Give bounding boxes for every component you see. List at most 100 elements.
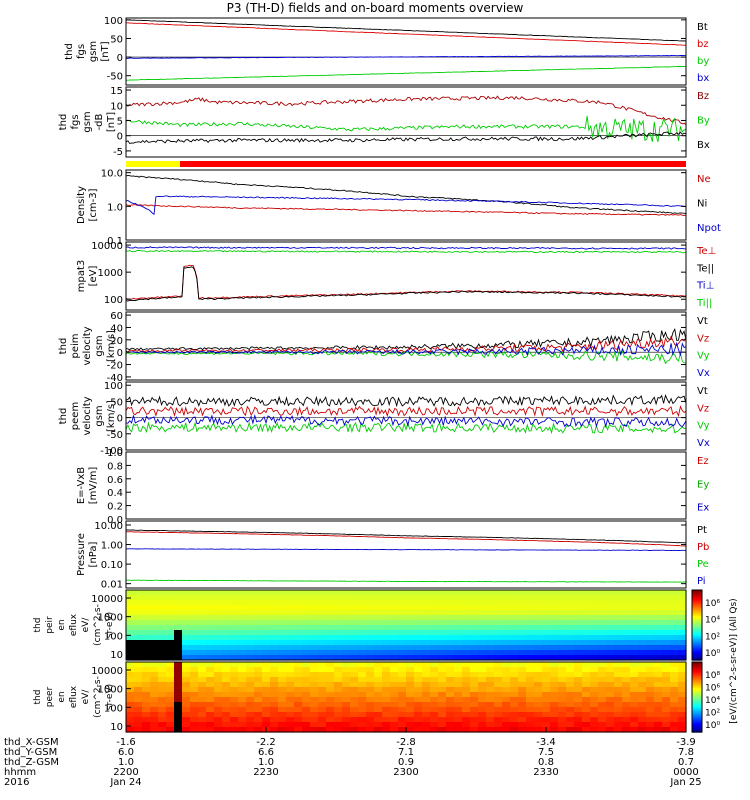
y-tick-label: 60 [110,311,123,322]
colorbar-tick: 10² [705,632,720,642]
colorbar-tick: 10⁰ [705,721,720,731]
panel-fgs_gsm: 100 50 0 -50 thd fgs gsm [nT] Bt bz by bx [64,16,709,86]
spectrogram-peer: 10000 1000 100 10 thd peer en eflux eV/(cm^2-s-s… [33,661,687,733]
colorbar-label: [eV/(cm^2-s-sr-eV)] (All Qs) [729,598,739,723]
x-tick-label: 0000 [673,767,698,778]
y-axis-label: Pressure [76,533,87,576]
y-axis-label: gsm [94,335,105,356]
y-axis-label: gsm [82,111,93,132]
legend-2: Ex [697,503,709,514]
panel-frame [125,451,687,520]
y-axis-label: eV/ [81,617,91,633]
y-axis-label: [nT] [100,41,111,61]
x-tick-label: 7.5 [538,747,554,758]
y-axis-label: thd [58,338,69,355]
panel-frame [125,520,687,589]
series-Bt [125,19,687,42]
y-axis-label: peer [45,686,55,707]
y-axis-label: -dB [94,113,105,130]
y-tick-label: 50 [110,34,123,45]
series-Ti⊥ [125,246,687,250]
panel-frame [125,589,687,661]
mode-bar-fast [180,161,686,167]
series-By [125,115,687,142]
y-tick-label: 10000 [91,594,123,605]
y-axis-label: velocity [82,396,93,435]
legend-1: Vz [697,333,709,344]
x-tick-label: 7.8 [678,747,694,758]
y-tick-label: 0.6 [107,475,123,486]
legend-0: Ne [697,174,711,185]
y-axis-label: thd [33,618,43,633]
y-tick-label: 0.0 [107,515,123,526]
panel-frame [125,86,687,158]
legend-1: Ey [697,479,709,490]
legend-3: Vx [697,438,710,449]
series-Pi [125,548,687,552]
legend-2: Npot [697,223,721,234]
y-tick-label: 20 [110,336,123,347]
y-axis-label: en [57,619,67,630]
colorbar-tick: 10⁸ [705,671,720,681]
x-tick-label: 1.0 [258,757,274,768]
y-tick-label: 0 [117,414,123,425]
y-tick-label: 0 [117,132,123,143]
y-axis-label: Density [76,186,87,224]
series-Bz [125,95,687,126]
x-tick-label: 7.1 [398,747,414,758]
colorbar-tick: 10⁴ [705,696,720,706]
colorbar-2: 10⁸ 10⁶ 10⁴ 10² 10⁰ [691,661,720,733]
y-axis-label: [eV] [88,266,99,287]
panel-efield: 1.0 0.8 0.6 0.4 0.2 0.0 E=-VxB [mV/m] Ez Ey Ex [76,448,709,526]
y-axis-label: en [57,691,67,702]
y-tick-label: 1.0 [107,202,123,213]
series-Te|| [125,266,687,302]
y-axis-label: peem [70,402,81,430]
x-tick-label: 0.8 [538,757,554,768]
y-tick-label: 0.8 [107,461,123,472]
y-tick-label: 0 [117,348,123,359]
y-tick-label: 1.0 [107,448,123,459]
y-tick-label: 0.01 [101,580,123,591]
y-tick-label: 10 [110,101,123,112]
legend-0: Ez [697,456,709,467]
y-tick-label: 1000 [98,613,123,624]
series-Te⊥ [125,264,687,300]
y-tick-label: 0.2 [107,502,123,513]
y-axis-label: [km/s] [106,330,117,362]
x-tick-label: Jan 24 [109,777,141,788]
legend-2: by [697,56,709,67]
colorbar-tick: 10² [705,709,720,719]
y-tick-label: 40 [110,323,123,334]
y-tick-label: 1000 [98,268,123,279]
legend-0: Te⊥ [696,246,716,257]
series-Ti|| [125,249,687,254]
x-row-label: thd_Y-GSM [4,747,57,758]
y-tick-label: 15 [110,86,123,97]
panel-density: 10.0 1.0 0.1 Density [cm-3] Ne Ni Npot [76,169,721,247]
y-tick-label: 100 [104,16,123,27]
legend-0: Vt [697,386,708,397]
colorbar-1: 10⁶ 10⁴ 10² 10⁰ [691,589,720,661]
y-tick-label: -20 [107,361,123,372]
panel-frame [125,17,687,86]
x-tick-label: 1.0 [118,757,134,768]
panel-temperature: 10000 1000 100 mpat3 [eV] Te⊥ Te|| Ti⊥ Ti|| [76,241,716,311]
legend-2: Ti⊥ [696,281,714,292]
y-axis-label: E=-VxB [76,467,87,504]
legend-0: Bt [697,22,708,33]
series-Vy [125,350,687,365]
panel-frame [125,241,687,311]
page-title: P3 (TH-D) fields and on-board moments ov… [226,1,524,15]
y-axis-label: mpat3 [76,260,87,293]
x-tick-label: 6.0 [118,747,134,758]
y-tick-label: 10 [110,650,123,661]
y-tick-label: 0.10 [101,560,123,571]
legend-0: Bz [697,91,709,102]
y-tick-label: -5 [113,147,123,158]
x-tick-label: -2.8 [396,737,416,748]
y-axis-label: eflux [69,685,79,708]
x-row-label: thd_Z-GSM [4,757,59,768]
y-tick-label: 100 [104,381,123,392]
